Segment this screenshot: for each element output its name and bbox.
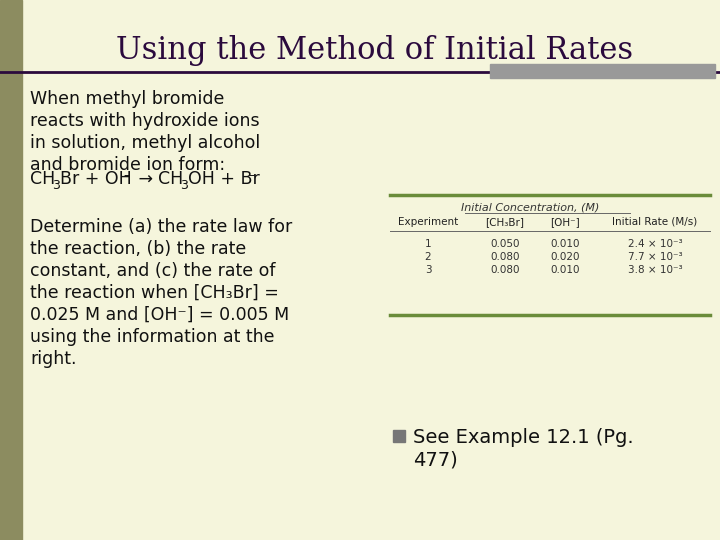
Text: When methyl bromide: When methyl bromide: [30, 90, 225, 108]
Text: 0.080: 0.080: [490, 252, 520, 262]
Text: Initial Concentration, (M): Initial Concentration, (M): [461, 203, 599, 213]
Text: Initial Rate (M/s): Initial Rate (M/s): [613, 217, 698, 227]
Text: CH: CH: [30, 170, 55, 188]
Bar: [0, 0, 22, 540]
Text: using the information at the: using the information at the: [30, 328, 274, 346]
Text: 2.4 × 10⁻³: 2.4 × 10⁻³: [628, 239, 683, 249]
Text: Using the Method of Initial Rates: Using the Method of Initial Rates: [117, 35, 634, 65]
Text: 0.050: 0.050: [490, 239, 520, 249]
Text: 2: 2: [425, 252, 431, 262]
Text: the reaction, (b) the rate: the reaction, (b) the rate: [30, 240, 246, 258]
Text: 3: 3: [425, 265, 431, 275]
Text: [OH⁻]: [OH⁻]: [550, 217, 580, 227]
Text: –: –: [248, 169, 254, 182]
Text: right.: right.: [30, 350, 76, 368]
Text: 0.010: 0.010: [550, 265, 580, 275]
Text: CH: CH: [158, 170, 184, 188]
Text: reacts with hydroxide ions: reacts with hydroxide ions: [30, 112, 260, 130]
Text: 1: 1: [425, 239, 431, 249]
Text: 3.8 × 10⁻³: 3.8 × 10⁻³: [628, 265, 683, 275]
Text: 3: 3: [52, 179, 60, 192]
Text: constant, and (c) the rate of: constant, and (c) the rate of: [30, 262, 276, 280]
Text: Determine (a) the rate law for: Determine (a) the rate law for: [30, 218, 292, 236]
Text: the reaction when [CH₃Br] =: the reaction when [CH₃Br] =: [30, 284, 279, 302]
Text: [CH₃Br]: [CH₃Br]: [485, 217, 524, 227]
Text: 3: 3: [180, 179, 188, 192]
Text: 0.025 M and [OH⁻] = 0.005 M: 0.025 M and [OH⁻] = 0.005 M: [30, 306, 289, 324]
Bar: [393, 430, 405, 442]
Text: →: →: [133, 170, 158, 188]
Text: OH + Br: OH + Br: [188, 170, 260, 188]
Text: and bromide ion form:: and bromide ion form:: [30, 156, 225, 174]
Text: 7.7 × 10⁻³: 7.7 × 10⁻³: [628, 252, 683, 262]
Text: See Example 12.1 (Pg.: See Example 12.1 (Pg.: [413, 428, 634, 447]
Text: 0.020: 0.020: [550, 252, 580, 262]
Bar: [490, 64, 715, 78]
Text: Experiment: Experiment: [398, 217, 458, 227]
Text: 0.010: 0.010: [550, 239, 580, 249]
Text: Br + OH: Br + OH: [60, 170, 132, 188]
Text: –: –: [123, 169, 130, 182]
Text: 0.080: 0.080: [490, 265, 520, 275]
Text: 477): 477): [413, 450, 458, 469]
Text: in solution, methyl alcohol: in solution, methyl alcohol: [30, 134, 260, 152]
